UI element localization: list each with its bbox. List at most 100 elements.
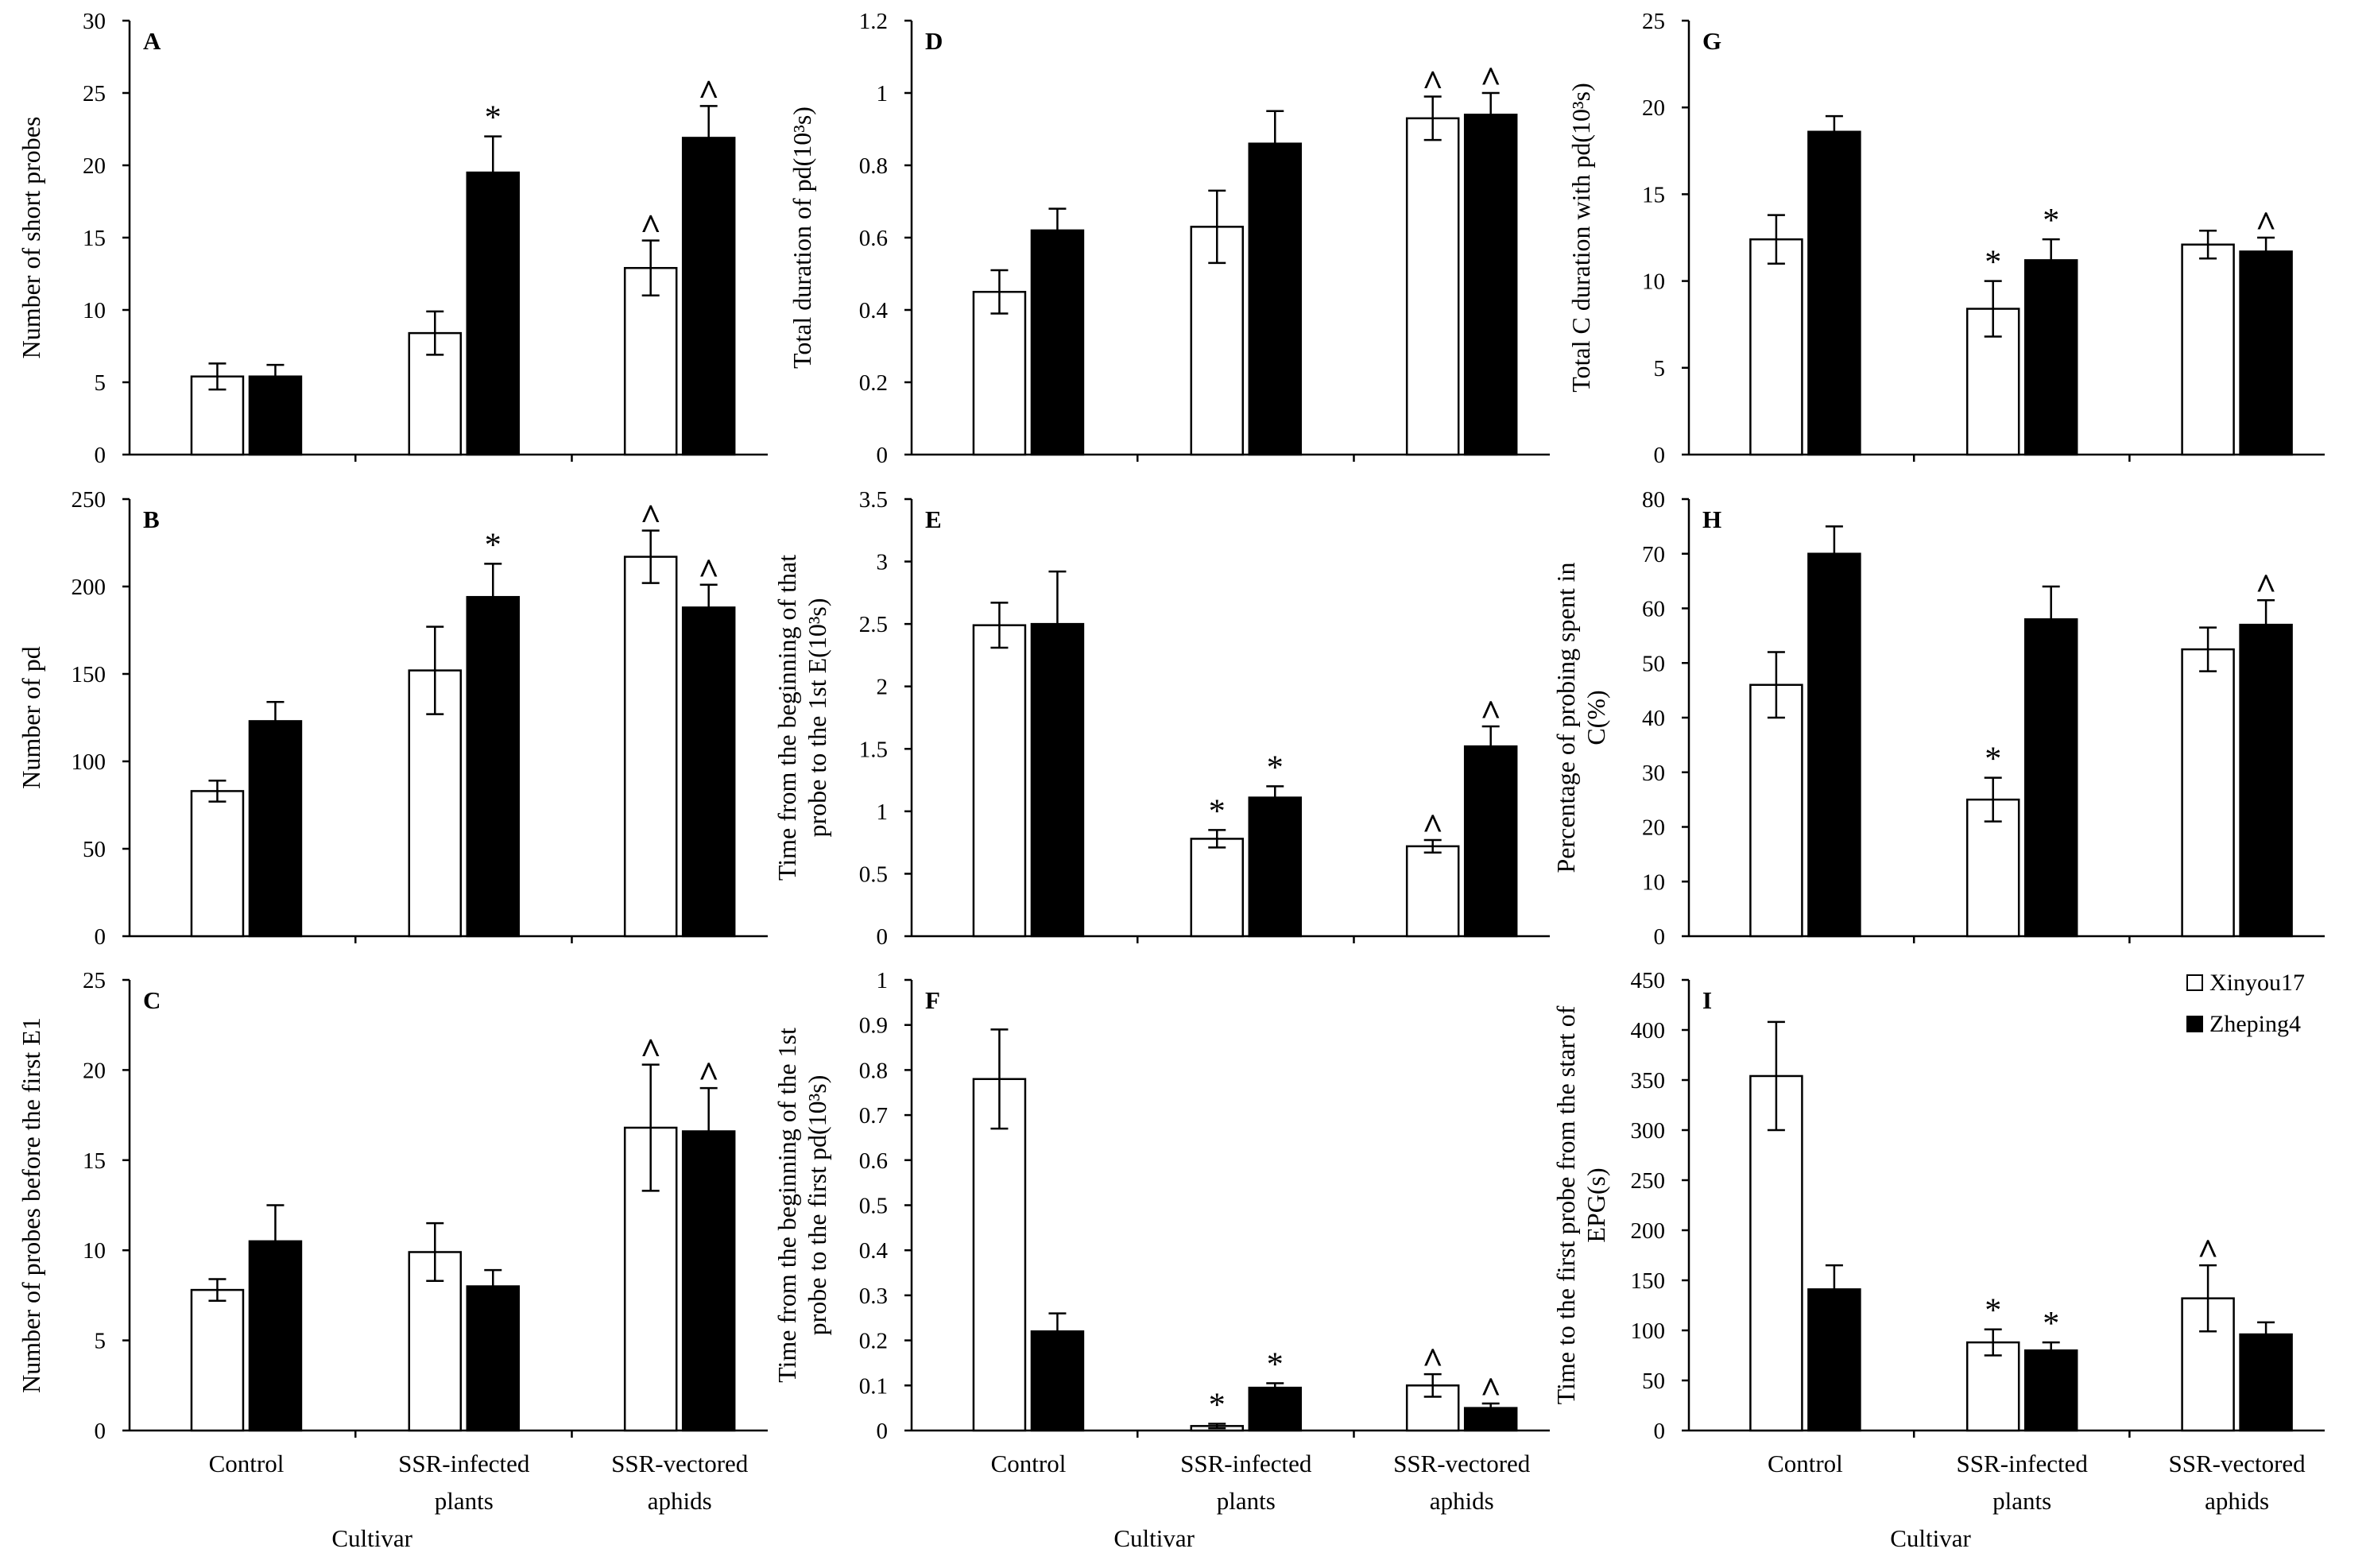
bar-zheping4-2 xyxy=(1248,142,1303,456)
y-axis-label: Number of pd xyxy=(17,646,45,789)
panel-G: 0 5 10 15 20 25 Total C duration with pd(10³s)… xyxy=(1566,9,2325,468)
y-tick-label: 0 xyxy=(1654,1419,1666,1444)
y-tick-label: 30 xyxy=(1642,761,1665,786)
significance-caret: ^ xyxy=(1480,1369,1501,1410)
significance-caret: ^ xyxy=(640,1031,661,1071)
bar-zheping4-3 xyxy=(1463,745,1518,938)
y-tick-label: 5 xyxy=(95,370,106,396)
bar-zheping4-3 xyxy=(681,606,736,938)
category-label: aphids xyxy=(2205,1487,2269,1515)
y-tick-label: 0.6 xyxy=(859,226,888,251)
y-tick-label: 10 xyxy=(1642,269,1665,295)
panel-letter: D xyxy=(925,27,943,55)
y-axis-label: Time from the beginning of the 1st xyxy=(773,1028,801,1383)
y-tick-label: 350 xyxy=(1631,1068,1666,1094)
bar-zheping4-1 xyxy=(1807,552,1861,938)
bar-xinyou17-1 xyxy=(1749,683,1803,938)
significance-caret: ^ xyxy=(1422,1340,1443,1380)
bar-zheping4-2 xyxy=(2023,1349,2078,1432)
significance-asterisk: * xyxy=(1209,1387,1226,1423)
panel-I: 0 50 100 150 200 250 300 350 400 450 Time to the f… xyxy=(1551,968,2325,1552)
bar-zheping4-3 xyxy=(1463,114,1518,456)
significance-asterisk: * xyxy=(1985,1293,2001,1330)
category-label: plants xyxy=(435,1487,494,1515)
bar-xinyou17-3 xyxy=(1405,1384,1460,1432)
category-label: plants xyxy=(1992,1487,2051,1515)
significance-asterisk: * xyxy=(1267,1346,1284,1383)
panel-letter: B xyxy=(143,505,160,533)
x-axis-title: Cultivar xyxy=(331,1524,412,1552)
category-label: SSR-vectored xyxy=(1393,1450,1531,1477)
y-tick-label: 0.7 xyxy=(859,1103,888,1129)
category-label: SSR-infected xyxy=(1180,1450,1312,1477)
bar-zheping4-3 xyxy=(2239,1333,2293,1432)
y-tick-label: 250 xyxy=(72,487,106,513)
panel-letter: A xyxy=(143,27,161,55)
y-tick-label: 0.8 xyxy=(859,153,888,179)
y-axis-label: Total C duration with pd(10³s) xyxy=(1566,83,1595,393)
bar-xinyou17-2 xyxy=(1965,1341,2020,1432)
legend-label-xinyou17: Xinyou17 xyxy=(2209,970,2305,996)
y-tick-label: 400 xyxy=(1631,1018,1666,1043)
panel-F: 0 0.1 0.2 0.3 0.4 0.5 0.6 0.7 0.8 0.9 1 Time from t… xyxy=(773,968,1550,1552)
legend: Xinyou17 Zheping4 xyxy=(2186,970,2305,1037)
y-tick-label: 20 xyxy=(83,1058,106,1083)
y-tick-label: 1 xyxy=(877,968,889,993)
legend-label-zheping4: Zheping4 xyxy=(2209,1011,2301,1037)
y-tick-label: 25 xyxy=(83,81,106,106)
bar-xinyou17-1 xyxy=(190,790,245,938)
y-tick-label: 3.5 xyxy=(859,487,888,513)
bar-zheping4-1 xyxy=(1030,229,1085,456)
significance-caret: ^ xyxy=(1480,692,1501,733)
y-tick-label: 0.9 xyxy=(859,1013,888,1039)
bar-zheping4-2 xyxy=(466,171,521,456)
significance-asterisk: * xyxy=(485,527,501,563)
y-tick-label: 0 xyxy=(95,443,106,468)
bar-zheping4-2 xyxy=(466,595,521,938)
y-axis-label: probe to the 1st E(10³s) xyxy=(803,598,831,837)
category-label: Control xyxy=(991,1450,1067,1477)
bar-zheping4-2 xyxy=(1248,1386,1303,1432)
bar-zheping4-1 xyxy=(1807,130,1861,456)
y-tick-label: 5 xyxy=(1654,356,1666,381)
significance-caret: ^ xyxy=(1422,806,1443,846)
bar-xinyou17-3 xyxy=(1405,117,1460,456)
y-tick-label: 10 xyxy=(83,1238,106,1264)
y-tick-label: 0 xyxy=(95,1419,106,1444)
bar-xinyou17-3 xyxy=(2181,243,2235,456)
y-tick-label: 50 xyxy=(1642,1369,1665,1394)
panel-letter: C xyxy=(143,986,161,1014)
y-tick-label: 25 xyxy=(83,968,106,993)
significance-caret: ^ xyxy=(640,497,661,537)
y-tick-label: 15 xyxy=(83,226,106,251)
significance-asterisk: * xyxy=(485,100,501,137)
category-label: Control xyxy=(209,1450,285,1477)
panel-letter: F xyxy=(925,986,940,1014)
y-tick-label: 200 xyxy=(1631,1218,1666,1244)
bar-xinyou17-1 xyxy=(972,291,1027,456)
bar-xinyou17-2 xyxy=(1190,226,1245,456)
y-tick-label: 100 xyxy=(72,749,106,775)
y-tick-label: 1 xyxy=(877,81,889,106)
category-label: plants xyxy=(1217,1487,1276,1515)
y-tick-label: 0 xyxy=(877,443,889,468)
y-tick-label: 30 xyxy=(83,9,106,34)
y-tick-label: 100 xyxy=(1631,1318,1666,1344)
significance-asterisk: * xyxy=(1985,245,2001,281)
significance-asterisk: * xyxy=(2043,1306,2059,1342)
significance-caret: ^ xyxy=(2256,566,2277,606)
panel-letter: H xyxy=(1702,505,1721,533)
y-tick-label: 10 xyxy=(1642,869,1665,895)
category-label: SSR-vectored xyxy=(611,1450,749,1477)
y-tick-label: 0 xyxy=(1654,443,1666,468)
category-label: SSR-infected xyxy=(398,1450,530,1477)
y-tick-label: 50 xyxy=(1642,651,1665,676)
y-tick-label: 0.2 xyxy=(859,1329,888,1354)
y-axis-label: Time to the first probe from the start o… xyxy=(1551,1005,1580,1404)
bar-zheping4-3 xyxy=(2239,623,2293,938)
significance-caret: ^ xyxy=(640,207,661,247)
y-tick-label: 150 xyxy=(72,662,106,687)
y-tick-label: 150 xyxy=(1631,1268,1666,1294)
bar-xinyou17-1 xyxy=(1749,1074,1803,1432)
